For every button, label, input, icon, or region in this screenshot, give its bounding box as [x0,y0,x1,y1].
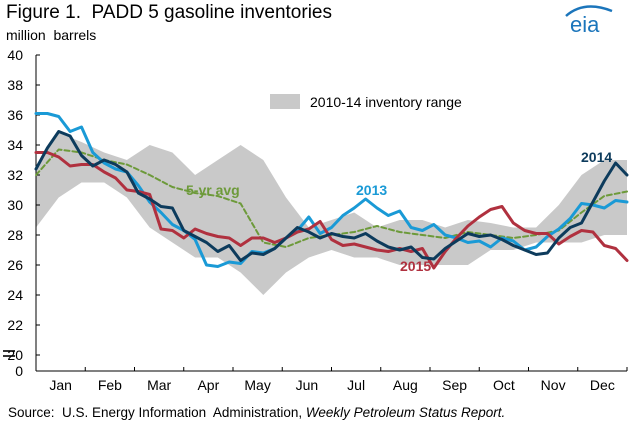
x-tick-label: Sep [442,377,467,393]
source-note: Source: U.S. Energy Information Administ… [8,405,505,420]
y-tick-label: 22 [7,317,23,333]
x-tick-label: Jun [296,377,319,393]
x-tick-label: Feb [98,377,122,393]
y-tick-label: 34 [7,137,23,153]
x-tick-label: Jul [347,377,365,393]
source-prefix: Source: U.S. Energy Information Administ… [8,405,306,420]
label-5yr-avg: 5-yr avg [186,182,240,198]
legend: 2010-14 inventory range [270,94,462,110]
y-tick-label: 32 [7,167,23,183]
x-tick-label: Aug [393,377,418,393]
label-2013: 2013 [356,182,387,198]
y-tick-label: 0 [15,363,23,379]
x-tick-label: Oct [493,377,515,393]
x-tick-label: Mar [147,377,171,393]
range-band [36,133,627,295]
series-line-2015 [34,151,629,270]
y-axis-unit-label: million barrels [6,27,97,43]
eia-logo-text: eia [570,12,600,37]
y-tick-label: 24 [7,287,23,303]
x-tick-label: Jan [49,377,72,393]
x-tick-label: Dec [590,377,615,393]
legend-label-range: 2010-14 inventory range [310,94,462,110]
y-tick-label: 28 [7,227,23,243]
series-layer [34,112,629,270]
y-tick-label: 26 [7,257,23,273]
x-tick-label: Nov [541,377,566,393]
source-report: Weekly Petroleum Status Report. [305,405,506,420]
legend-swatch-range [270,94,300,109]
y-tick-label: 40 [7,47,23,63]
y-tick-label: 20 [7,347,23,363]
series-line-2014 [34,130,629,262]
eia-logo: eia [560,2,620,38]
axes: 020 22 24 26 28 30 32 34 36 38 40 Jan Feb Mar Apr May Ju… [3,47,628,393]
y-tick-label: 30 [7,197,23,213]
y-tick-label: 38 [7,77,23,93]
y-tick-label: 36 [7,107,23,123]
x-tick-label: Apr [197,377,219,393]
series-labels: 5-yr avg 2013 2014 2015 [186,149,612,274]
label-2014: 2014 [581,149,612,165]
eia-logo-icon: eia [565,5,613,37]
chart-title: Figure 1. PADD 5 gasoline inventories [6,2,332,23]
inventory-range-layer [36,133,627,295]
x-tick-label: May [244,377,270,393]
series-line-2013 [34,112,629,268]
label-2015: 2015 [400,258,431,274]
